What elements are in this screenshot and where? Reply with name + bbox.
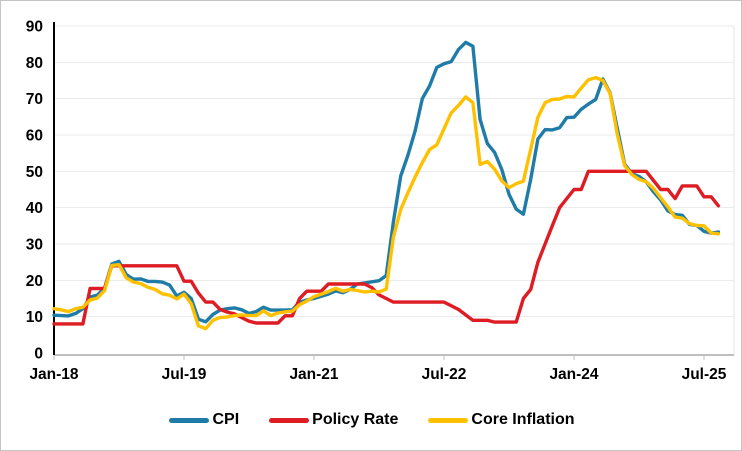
x-tick-label-Jan-18: Jan-18 bbox=[29, 366, 78, 383]
x-tick-label-Jan-21: Jan-21 bbox=[289, 366, 338, 383]
y-tick-label-60: 60 bbox=[26, 128, 43, 145]
y-tick-label-70: 70 bbox=[26, 91, 43, 108]
policy-rate-line-swatch bbox=[269, 417, 310, 423]
y-tick-label-50: 50 bbox=[26, 164, 43, 181]
y-tick-label-0: 0 bbox=[34, 346, 43, 363]
y-tick-label-30: 30 bbox=[26, 237, 43, 254]
chart-legend: CPI Policy Rate Core Inflation bbox=[1, 403, 741, 437]
y-tick-label-40: 40 bbox=[26, 200, 43, 217]
legend-label-cpi: CPI bbox=[212, 411, 240, 428]
legend-item-cpi: CPI bbox=[169, 412, 239, 428]
legend-label-core-inflation: Core Inflation bbox=[471, 411, 575, 428]
y-tick-label-20: 20 bbox=[26, 273, 43, 290]
legend-item-core-inflation: Core Inflation bbox=[428, 411, 575, 428]
x-tick-label-Jan-24: Jan-24 bbox=[549, 366, 598, 383]
legend-item-policy-rate: Policy Rate bbox=[269, 412, 398, 428]
y-tick-label-10: 10 bbox=[26, 309, 43, 326]
series-line-core-inflation bbox=[52, 75, 721, 331]
legend-label-policy-rate: Policy Rate bbox=[312, 411, 399, 428]
y-tick-label-90: 90 bbox=[26, 19, 43, 36]
series-line-policy-rate bbox=[52, 169, 721, 326]
cpi-line-swatch bbox=[169, 417, 210, 423]
x-tick-label-Jul-22: Jul-22 bbox=[422, 366, 467, 383]
core-inflation-line-swatch bbox=[428, 417, 469, 423]
x-tick-label-Jul-19: Jul-19 bbox=[162, 366, 207, 383]
x-tick-label-Jul-25: Jul-25 bbox=[682, 366, 727, 383]
y-tick-label-80: 80 bbox=[26, 55, 43, 72]
